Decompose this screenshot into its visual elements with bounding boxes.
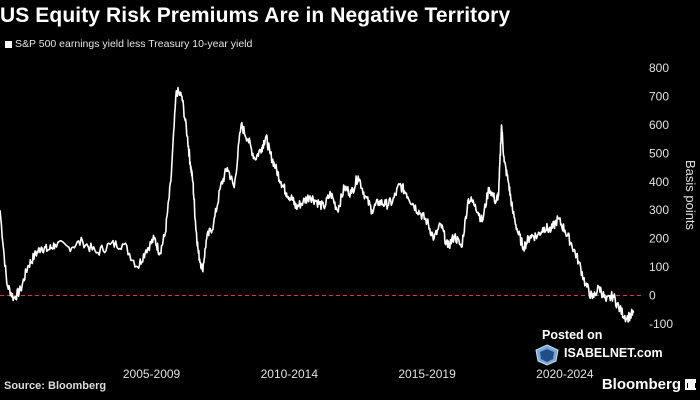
watermark-posted-text: Posted on (542, 328, 603, 342)
bloomberg-mark-icon (685, 379, 696, 390)
series-line (0, 86, 635, 323)
y-tick-label: 200 (649, 232, 669, 246)
watermark-site-text: ISABELNET.com (564, 346, 663, 360)
y-tick-label: 400 (649, 175, 669, 189)
x-tick-label: 2005-2009 (123, 367, 181, 381)
brand-text: Bloomberg (601, 376, 681, 393)
legend-label: S&P 500 earnings yield less Treasury 10-… (15, 38, 253, 50)
legend-swatch (5, 40, 12, 48)
y-tick-label: 800 (649, 61, 669, 75)
x-tick-label: 2010-2014 (261, 367, 319, 381)
y-axis-title: Basis points (683, 160, 698, 231)
x-tick-label: 2020-2024 (536, 367, 594, 381)
x-tick-label: 2015-2019 (398, 367, 456, 381)
chart-title: US Equity Risk Premiums Are in Negative … (0, 4, 511, 27)
y-tick-label: -100 (649, 317, 673, 331)
y-tick-label: 600 (649, 118, 669, 132)
y-tick-label: 300 (649, 203, 669, 217)
legend: S&P 500 earnings yield less Treasury 10-… (5, 38, 252, 50)
isabelnet-logo-icon (535, 344, 559, 366)
source-note: Source: Bloomberg (4, 380, 107, 392)
y-tick-label: 500 (649, 146, 669, 160)
y-tick-label: 100 (649, 260, 669, 274)
y-tick-label: 700 (649, 89, 669, 103)
y-tick-label: 0 (649, 289, 656, 303)
bloomberg-brand: Bloomberg (602, 376, 696, 393)
